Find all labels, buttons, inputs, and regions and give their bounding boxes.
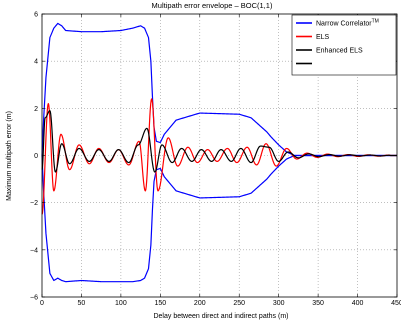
x-tick-label: 250 bbox=[233, 300, 245, 307]
y-axis-label: Maximum multipath error (m) bbox=[6, 111, 13, 201]
y-tick-label: 4 bbox=[34, 59, 38, 66]
legend: Narrow CorrelatorTM ELS Enhanced ELS bbox=[291, 14, 397, 76]
y-tick-label: −4 bbox=[30, 247, 38, 254]
y-tick-label: −6 bbox=[30, 295, 38, 302]
y-tick-label: −2 bbox=[30, 200, 38, 207]
legend-label: Narrow CorrelatorTM bbox=[316, 19, 379, 28]
x-tick-label: 400 bbox=[352, 300, 364, 307]
x-axis-label: Delay between direct and indirect paths … bbox=[153, 313, 288, 320]
x-tick-label: 100 bbox=[115, 300, 127, 307]
legend-label: Enhanced ELS bbox=[316, 48, 363, 55]
chart-title: Multipath error envelope – BOC(1,1) bbox=[152, 1, 273, 10]
x-tick-label: 450 bbox=[391, 300, 401, 307]
x-tick-label: 50 bbox=[78, 300, 86, 307]
x-tick-label: 200 bbox=[194, 300, 206, 307]
plot-series bbox=[41, 22, 397, 283]
x-tick-label: 350 bbox=[312, 300, 324, 307]
x-axis-ticks: 0 50 100 150 200 250 300 350 400 450 bbox=[40, 14, 401, 307]
narrow-correlator-lower-line bbox=[41, 154, 397, 283]
legend-label: ELS bbox=[316, 34, 330, 41]
x-tick-label: 0 bbox=[40, 300, 44, 307]
enhanced-els-line bbox=[41, 110, 397, 173]
y-tick-label: 0 bbox=[34, 153, 38, 160]
x-tick-label: 300 bbox=[273, 300, 285, 307]
y-tick-label: 6 bbox=[34, 12, 38, 19]
y-axis-ticks: 6 4 2 0 −2 −4 −6 bbox=[30, 12, 397, 302]
y-tick-label: 2 bbox=[34, 106, 38, 113]
x-tick-label: 150 bbox=[154, 300, 166, 307]
legend-superscript: TM bbox=[372, 19, 379, 25]
legend-box bbox=[291, 14, 397, 76]
